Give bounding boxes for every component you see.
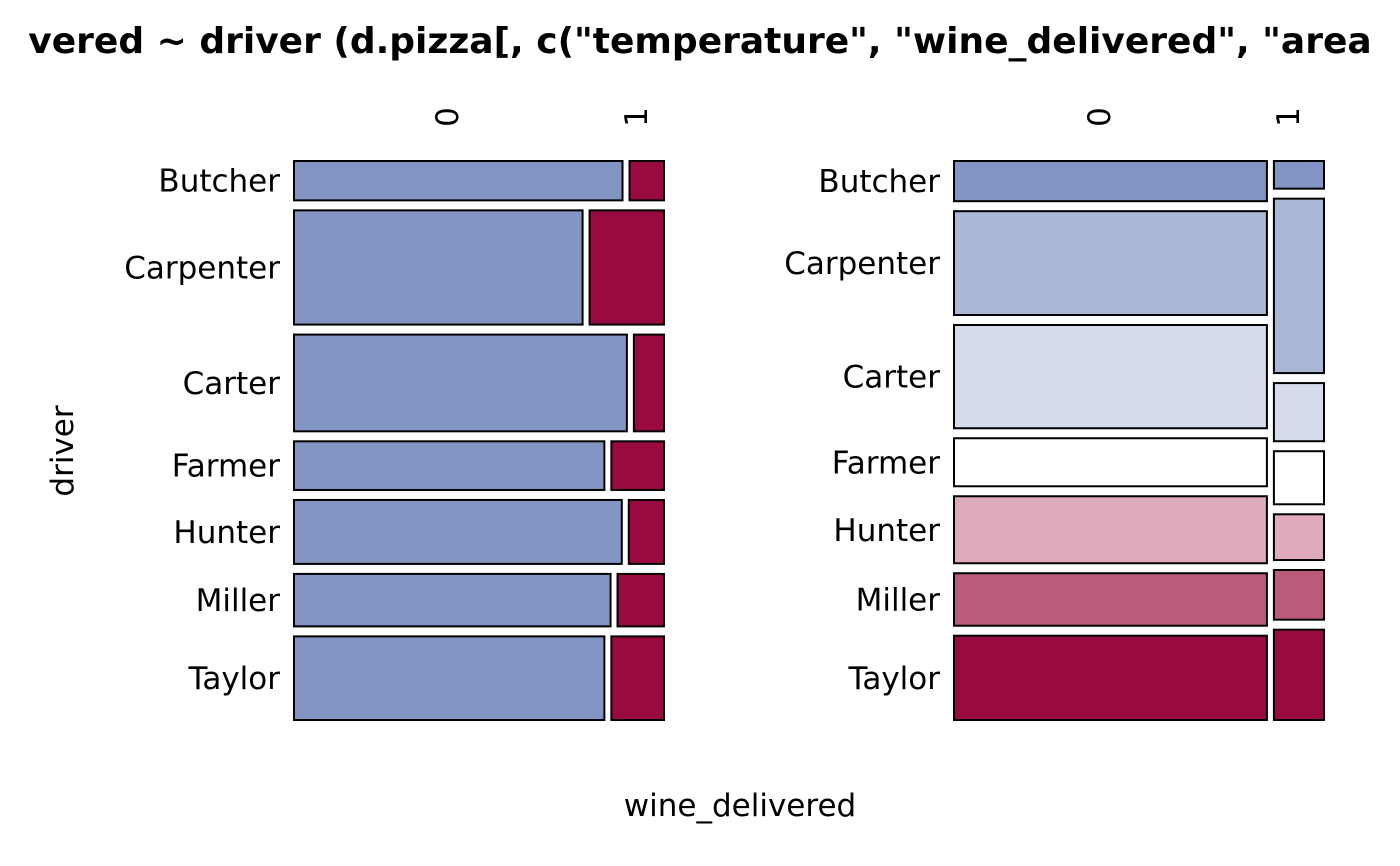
cell-right-0-hunter	[953, 495, 1268, 565]
cell-right-1-hunter	[1272, 513, 1326, 562]
cell-right-0-farmer	[953, 437, 1268, 488]
cell-right-0-carter	[953, 324, 1268, 430]
col-label-left-0: 0	[430, 107, 466, 127]
cell-left-farmer-1	[610, 440, 665, 491]
chart-title: vered ~ driver (d.pizza[, c("temperature…	[28, 21, 1371, 62]
row-label-right-carter: Carter	[843, 360, 941, 396]
cell-left-butcher-0	[293, 160, 624, 202]
cell-left-miller-0	[293, 572, 612, 628]
row-label-left-carter: Carter	[183, 366, 281, 402]
row-label-left-miller: Miller	[196, 583, 281, 619]
cell-left-hunter-0	[293, 498, 623, 565]
row-label-right-taylor: Taylor	[848, 661, 941, 697]
cell-left-farmer-0	[293, 440, 606, 491]
cell-right-0-miller	[953, 572, 1268, 627]
row-label-right-miller: Miller	[856, 582, 941, 618]
row-label-left-hunter: Hunter	[173, 515, 280, 551]
col-label-right-1: 1	[1271, 107, 1307, 127]
panel-left: Butcher Carpenter Carter Farmer Hunter Miller…	[124, 107, 666, 721]
y-axis-title: driver	[45, 405, 81, 496]
x-axis-title: wine_delivered	[624, 788, 856, 824]
cell-left-taylor-1	[610, 635, 665, 721]
cell-left-taylor-0	[293, 635, 606, 721]
cell-right-1-carpenter	[1272, 197, 1326, 375]
cell-right-1-taylor	[1272, 628, 1326, 721]
cell-right-0-carpenter	[953, 210, 1268, 317]
cell-right-0-butcher	[953, 160, 1268, 203]
row-label-right-butcher: Butcher	[818, 164, 940, 200]
row-label-left-farmer: Farmer	[172, 449, 280, 485]
cell-right-1-carter	[1272, 382, 1326, 443]
cell-left-carpenter-1	[588, 209, 666, 326]
cell-right-0-taylor	[953, 634, 1268, 721]
cell-left-carpenter-0	[293, 209, 584, 326]
panel-right: Butcher Carpenter Carter Farmer Hunter Miller…	[784, 107, 1326, 721]
row-label-right-hunter: Hunter	[833, 513, 940, 549]
cell-left-miller-1	[616, 572, 666, 628]
row-label-right-farmer: Farmer	[832, 445, 940, 481]
cell-right-1-butcher	[1272, 160, 1326, 190]
cell-left-carter-0	[293, 333, 628, 433]
col-label-right-0: 0	[1082, 107, 1118, 127]
row-label-left-butcher: Butcher	[158, 164, 280, 200]
cell-right-1-miller	[1272, 569, 1326, 621]
cell-left-hunter-1	[627, 498, 665, 565]
row-label-left-taylor: Taylor	[188, 661, 281, 697]
cell-left-carter-1	[632, 333, 665, 433]
col-label-left-1: 1	[619, 107, 655, 127]
row-label-left-carpenter: Carpenter	[124, 250, 280, 286]
row-label-right-carpenter: Carpenter	[784, 246, 940, 282]
cell-right-1-farmer	[1272, 450, 1326, 506]
cell-left-butcher-1	[628, 160, 666, 202]
